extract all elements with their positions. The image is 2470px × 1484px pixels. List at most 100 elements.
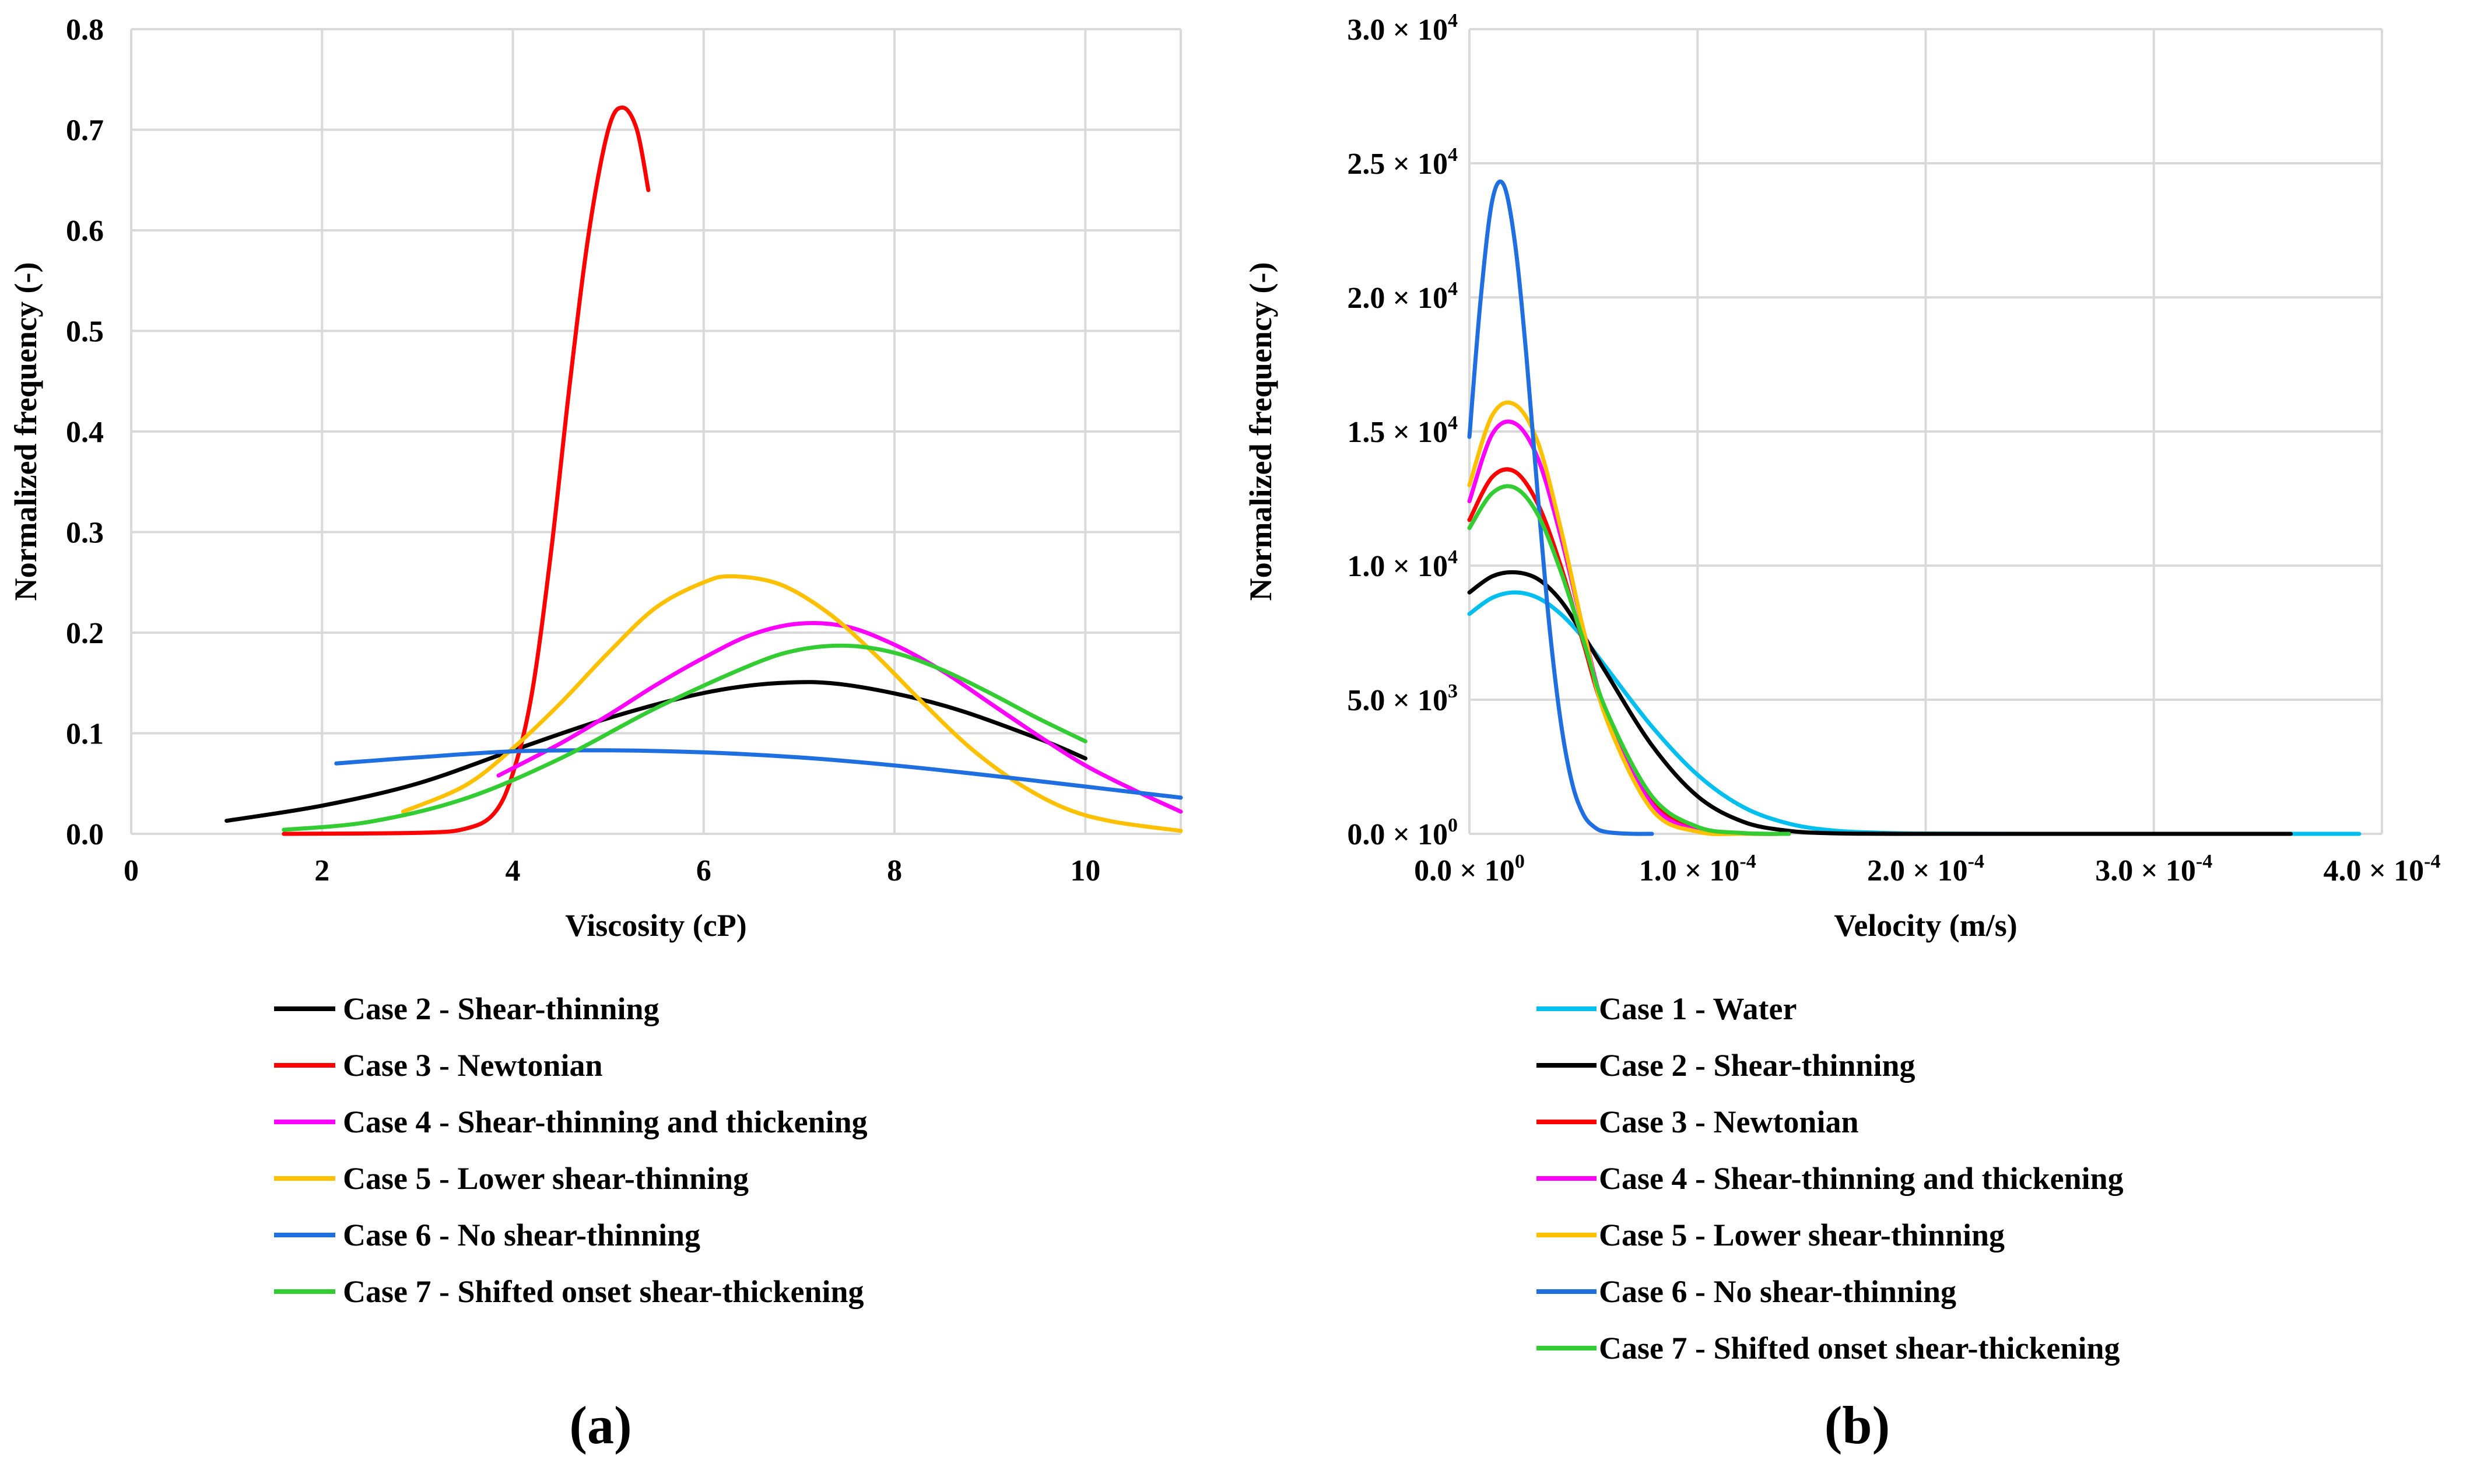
series-lines — [1467, 179, 2362, 836]
y-tick-label-exponent: 4 — [1448, 412, 1458, 434]
legend-label: Case 4 - Shear-thinning and thickening — [343, 1104, 868, 1139]
x-tick-label: 2 — [314, 854, 329, 887]
series-line — [1467, 179, 1654, 836]
y-tick-label: 0.0 — [66, 818, 104, 851]
y-tick-label-base: 5.0 × 10 — [1347, 684, 1448, 717]
y-axis-title: Normalized frequency (-) — [1243, 262, 1278, 601]
y-tick-label: 2.0 × 104 — [1347, 278, 1458, 315]
x-tick-label: 4.0 × 10-4 — [2324, 851, 2441, 887]
y-tick-label: 0.5 — [66, 315, 104, 349]
y-tick-label-exponent: 4 — [1448, 10, 1458, 31]
legend-label: Case 5 - Lower shear-thinning — [1599, 1218, 2005, 1253]
series-line — [496, 620, 1183, 814]
legend-item: Case 7 - Shifted onset shear-thickening — [274, 1274, 864, 1309]
y-tick-label-exponent: 0 — [1448, 815, 1458, 836]
x-tick-label-exponent: 0 — [1515, 851, 1525, 872]
y-tick-label: 5.0 × 103 — [1347, 680, 1458, 717]
legend-item: Case 6 - No shear-thinning — [274, 1218, 700, 1253]
y-tick-label-base: 1.0 × 10 — [1347, 550, 1448, 583]
y-tick-label-base: 3.0 × 10 — [1347, 13, 1448, 47]
y-tick-label-base: 0.0 × 10 — [1347, 818, 1448, 851]
legend-label: Case 5 - Lower shear-thinning — [343, 1161, 749, 1196]
y-tick-label: 1.5 × 104 — [1347, 412, 1458, 449]
legend-item: Case 4 - Shear-thinning and thickening — [1536, 1161, 2124, 1196]
x-tick-label-base: 1.0 × 10 — [1639, 854, 1740, 887]
x-tick-label: 0 — [124, 854, 139, 887]
y-axis-title: Normalized frequency (-) — [8, 262, 43, 601]
legend-item: Case 4 - Shear-thinning and thickening — [274, 1104, 868, 1139]
legend-item: Case 5 - Lower shear-thinning — [1536, 1218, 2005, 1253]
legend-label: Case 3 - Newtonian — [1599, 1104, 1858, 1139]
panel-label: (a) — [569, 1395, 631, 1455]
y-tick-label-base: 1.5 × 10 — [1347, 416, 1448, 449]
series-line — [1467, 484, 1791, 836]
panel-a-chart: 0.0 0.1 0.2 0.3 0.4 0.5 0.6 0.7 0.8 0 2 4 6 8 10 Viscos… — [8, 13, 1183, 1455]
x-tick-label-base: 0.0 × 10 — [1414, 854, 1515, 887]
series-line — [1467, 570, 2293, 836]
y-tick-label: 0.6 — [66, 215, 104, 248]
x-tick-label: 3.0 × 10-4 — [2095, 851, 2212, 887]
y-tick-label-exponent: 4 — [1448, 278, 1458, 300]
y-tick-label-exponent: 3 — [1448, 680, 1458, 702]
x-tick-label-exponent: -4 — [1968, 851, 1984, 872]
x-tick-label-exponent: -4 — [1739, 851, 1756, 872]
series-line — [282, 643, 1087, 832]
y-tick-label-exponent: 4 — [1448, 144, 1458, 166]
y-tick-label: 0.0 × 100 — [1347, 815, 1458, 851]
legend-label: Case 6 - No shear-thinning — [1599, 1274, 1956, 1309]
legend-label: Case 2 - Shear-thinning — [343, 991, 659, 1026]
series-line — [1467, 400, 1791, 836]
x-tick-label-base: 3.0 × 10 — [2095, 854, 2196, 887]
x-tick-label: 8 — [887, 854, 902, 887]
series-line — [224, 680, 1087, 823]
legend-label: Case 2 - Shear-thinning — [1599, 1048, 1915, 1083]
legend: Case 1 - Water Case 2 - Shear-thinning Cas… — [1536, 991, 2124, 1366]
legend-label: Case 7 - Shifted onset shear-thickening — [1599, 1331, 2120, 1366]
x-tick-label: 6 — [696, 854, 711, 887]
series-line — [334, 748, 1183, 800]
x-tick-label-base: 4.0 × 10 — [2324, 854, 2425, 887]
y-tick-label: 0.4 — [66, 416, 104, 449]
x-tick-label-base: 2.0 × 10 — [1867, 854, 1968, 887]
legend-item: Case 5 - Lower shear-thinning — [274, 1161, 749, 1196]
x-tick-label: 10 — [1070, 854, 1100, 887]
y-tick-label: 2.5 × 104 — [1347, 144, 1458, 181]
series-lines — [224, 106, 1183, 836]
legend-item: Case 2 - Shear-thinning — [1536, 1048, 1915, 1083]
y-tick-label: 0.7 — [66, 114, 104, 148]
legend-item: Case 3 - Newtonian — [274, 1048, 602, 1083]
legend-label: Case 4 - Shear-thinning and thickening — [1599, 1161, 2124, 1196]
series-line — [282, 106, 651, 836]
y-tick-label: 3.0 × 104 — [1347, 10, 1458, 47]
y-tick-label: 0.3 — [66, 517, 104, 550]
legend: Case 2 - Shear-thinning Case 3 - Newtonia… — [274, 991, 868, 1309]
legend-item: Case 2 - Shear-thinning — [274, 991, 659, 1026]
y-tick-label-base: 2.0 × 10 — [1347, 282, 1448, 315]
x-axis-title: Viscosity (cP) — [565, 908, 746, 943]
x-tick-label: 2.0 × 10-4 — [1867, 851, 1984, 887]
y-tick-label: 0.8 — [66, 13, 104, 47]
x-tick-label: 4 — [506, 854, 521, 887]
legend-item: Case 1 - Water — [1536, 991, 1797, 1026]
panel-label: (b) — [1825, 1395, 1890, 1455]
x-tick-label: 1.0 × 10-4 — [1639, 851, 1756, 887]
legend-label: Case 1 - Water — [1599, 991, 1797, 1026]
x-tick-label: 0.0 × 100 — [1414, 851, 1525, 887]
legend-label: Case 7 - Shifted onset shear-thickening — [343, 1274, 864, 1309]
legend-item: Case 6 - No shear-thinning — [1536, 1274, 1956, 1309]
legend-label: Case 6 - No shear-thinning — [343, 1218, 700, 1253]
y-tick-label: 0.1 — [66, 718, 104, 751]
legend-item: Case 7 - Shifted onset shear-thickening — [1536, 1331, 2120, 1366]
y-tick-label-base: 2.5 × 10 — [1347, 148, 1448, 181]
series-line — [1467, 467, 1791, 836]
x-axis-title: Velocity (m/s) — [1834, 908, 2017, 943]
x-tick-label-exponent: -4 — [2196, 851, 2212, 872]
legend-label: Case 3 - Newtonian — [343, 1048, 602, 1083]
y-tick-label-exponent: 4 — [1448, 546, 1458, 568]
y-tick-label: 1.0 × 104 — [1347, 546, 1458, 583]
legend-item: Case 3 - Newtonian — [1536, 1104, 1858, 1139]
x-tick-label-exponent: -4 — [2424, 851, 2440, 872]
gridlines — [130, 28, 1182, 835]
